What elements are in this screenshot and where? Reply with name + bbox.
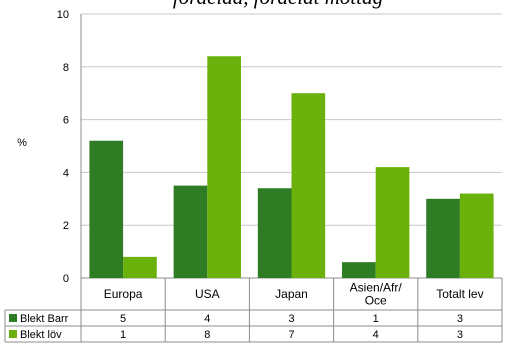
legend-swatch	[9, 330, 17, 338]
category-label: Europa	[104, 287, 143, 301]
bar-blekt-lov	[207, 56, 241, 278]
category-label: Japan	[275, 287, 308, 301]
y-tick-label: 4	[63, 167, 69, 179]
y-axis-label: %	[17, 137, 27, 149]
bar-blekt-barr	[257, 188, 292, 278]
bar-blekt-lov	[291, 93, 326, 278]
category-label: USA	[195, 287, 220, 301]
bar-series	[89, 56, 494, 278]
category-label: Asien/Afr/Oce	[350, 281, 403, 308]
chart-title-partial: fördelad, fördelat mottag	[173, 0, 383, 9]
y-tick-label: 0	[63, 273, 69, 285]
table-cell: 4	[373, 329, 379, 341]
bar-blekt-lov	[123, 256, 157, 278]
data-table: Europa USA Japan Asien/Afr/Oce Totalt lev Ble…	[4, 278, 503, 343]
y-tick-label: 2	[63, 220, 69, 232]
table-cell: 7	[288, 329, 294, 341]
table-cell: 8	[204, 329, 210, 341]
bar-blekt-lov	[375, 167, 410, 278]
y-tick-label: 6	[63, 115, 69, 127]
bar-blekt-barr	[342, 262, 376, 278]
legend-label: Blekt Barr	[20, 313, 69, 325]
legend-swatch	[9, 314, 17, 322]
category-label: Totalt lev	[436, 287, 483, 301]
table-cell: 3	[457, 313, 463, 325]
table-cell: 4	[204, 313, 210, 325]
table-cell: 1	[373, 313, 379, 325]
bar-blekt-barr	[89, 140, 124, 278]
table-cell: 1	[120, 329, 126, 341]
legend-label: Blekt löv	[20, 329, 62, 341]
table-cell: 3	[288, 313, 294, 325]
table-cell: 5	[120, 313, 126, 325]
table-cell: 3	[457, 329, 463, 341]
y-tick-label: 10	[57, 9, 69, 21]
y-tick-label: 8	[63, 62, 69, 74]
bar-blekt-lov	[459, 193, 494, 278]
bar-blekt-barr	[426, 198, 460, 278]
bar-blekt-barr	[173, 185, 208, 278]
